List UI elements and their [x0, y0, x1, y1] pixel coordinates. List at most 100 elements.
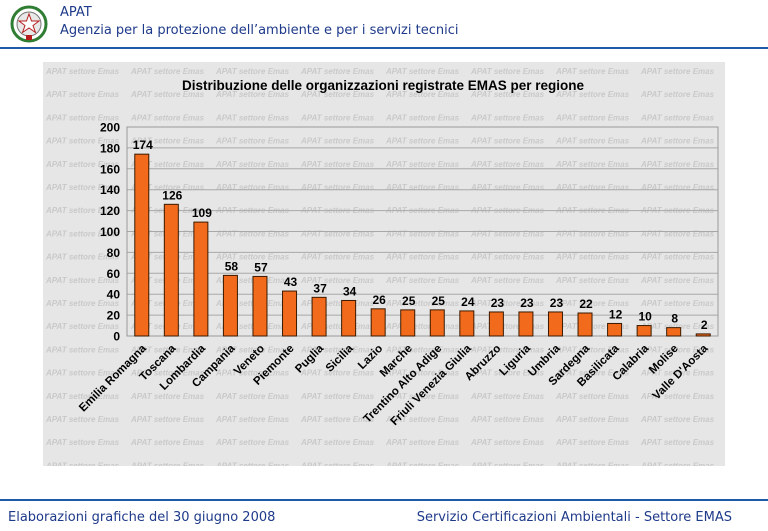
- y-axis-ticks: 0 20 40 60 80 100 120 140 160 180 200: [100, 121, 120, 344]
- watermark-text: APAT settore Emas: [470, 392, 545, 401]
- bar: [252, 275, 268, 337]
- watermark-text: APAT settore Emas: [45, 299, 120, 308]
- watermark-text: APAT settore Emas: [640, 276, 715, 285]
- watermark-text: APAT settore Emas: [640, 461, 715, 466]
- watermark-text: APAT settore Emas: [555, 90, 630, 99]
- header-divider: [0, 47, 768, 49]
- watermark-text: APAT settore Emas: [130, 438, 205, 447]
- y-tick-label: 40: [107, 288, 121, 302]
- watermark-text: APAT settore Emas: [215, 253, 290, 262]
- watermark-text: APAT settore Emas: [385, 345, 460, 354]
- y-tick-label: 180: [100, 141, 120, 155]
- bar-value-label: 57: [254, 260, 268, 274]
- watermark-text: APAT settore Emas: [300, 113, 375, 122]
- watermark-text: APAT settore Emas: [470, 160, 545, 169]
- watermark-text: APAT settore Emas: [385, 299, 460, 308]
- bar-value-label: 37: [313, 281, 327, 295]
- watermark-text: APAT settore Emas: [45, 276, 120, 285]
- watermark-text: APAT settore Emas: [130, 113, 205, 122]
- bar: [370, 308, 386, 337]
- chart-title: Distribuzione delle organizzazioni regis…: [182, 78, 585, 93]
- watermark-text: APAT settore Emas: [300, 461, 375, 466]
- watermark-text: APAT settore Emas: [640, 345, 715, 354]
- watermark-text: APAT settore Emas: [555, 229, 630, 238]
- watermark-text: APAT settore Emas: [300, 438, 375, 447]
- bar-value-label: 25: [432, 294, 446, 308]
- header: APAT Agenzia per la protezione dell’ambi…: [0, 0, 768, 50]
- watermark-text: APAT settore Emas: [470, 183, 545, 192]
- watermark-text: APAT settore Emas: [300, 160, 375, 169]
- watermark-text: APAT settore Emas: [470, 229, 545, 238]
- watermark-text: APAT settore Emas: [470, 299, 545, 308]
- watermark-text: APAT settore Emas: [470, 276, 545, 285]
- watermark-text: APAT settore Emas: [385, 392, 460, 401]
- watermark-text: APAT settore Emas: [385, 67, 460, 76]
- bars: [134, 153, 711, 337]
- watermark-text: APAT settore Emas: [130, 369, 205, 378]
- watermark-text: APAT settore Emas: [385, 253, 460, 262]
- watermark-text: APAT settore Emas: [130, 461, 205, 466]
- bar: [488, 311, 504, 337]
- bar: [607, 322, 623, 337]
- watermark-text: APAT settore Emas: [640, 392, 715, 401]
- bar: [547, 311, 563, 337]
- bar-value-label: 58: [225, 259, 239, 273]
- watermark-text: APAT settore Emas: [555, 113, 630, 122]
- watermark-text: APAT settore Emas: [215, 276, 290, 285]
- watermark-text: APAT settore Emas: [470, 345, 545, 354]
- watermark-text: APAT settore Emas: [470, 137, 545, 146]
- watermark-text: APAT settore Emas: [130, 67, 205, 76]
- watermark-text: APAT settore Emas: [300, 392, 375, 401]
- bar: [695, 333, 711, 337]
- watermark-text: APAT settore Emas: [385, 113, 460, 122]
- bar: [577, 312, 593, 337]
- watermark-text: APAT settore Emas: [215, 322, 290, 331]
- watermark-text: APAT settore Emas: [470, 438, 545, 447]
- watermark-text: APAT settore Emas: [215, 392, 290, 401]
- org-full-name: Agenzia per la protezione dell’ambiente …: [60, 23, 459, 38]
- watermark-text: APAT settore Emas: [45, 392, 120, 401]
- watermark-text: APAT settore Emas: [385, 90, 460, 99]
- watermark-text: APAT settore Emas: [470, 113, 545, 122]
- y-tick-label: 200: [100, 121, 120, 135]
- watermark-text: APAT settore Emas: [130, 345, 205, 354]
- watermark-text: APAT settore Emas: [130, 415, 205, 424]
- bar: [163, 203, 179, 337]
- bar: [636, 325, 652, 337]
- bar-value-label: 25: [402, 294, 416, 308]
- watermark-text: APAT settore Emas: [300, 345, 375, 354]
- watermark-text: APAT settore Emas: [470, 253, 545, 262]
- watermark-text: APAT settore Emas: [555, 415, 630, 424]
- watermark-text: APAT settore Emas: [300, 253, 375, 262]
- watermark-text: APAT settore Emas: [640, 253, 715, 262]
- watermark-text: APAT settore Emas: [215, 160, 290, 169]
- watermark-text: APAT settore Emas: [215, 461, 290, 466]
- watermark-text: APAT settore Emas: [555, 345, 630, 354]
- watermark-text: APAT settore Emas: [300, 67, 375, 76]
- watermark-text: APAT settore Emas: [45, 322, 120, 331]
- watermark-text: APAT settore Emas: [45, 137, 120, 146]
- bar-value-label: 43: [284, 275, 298, 289]
- bar-value-label: 12: [609, 307, 623, 321]
- watermark-text: APAT settore Emas: [300, 369, 375, 378]
- watermark-text: APAT settore Emas: [45, 160, 120, 169]
- bar-value-label: 23: [491, 296, 505, 310]
- watermark-text: APAT settore Emas: [300, 299, 375, 308]
- bar: [518, 311, 534, 337]
- watermark-text: APAT settore Emas: [555, 392, 630, 401]
- watermark-text: APAT settore Emas: [45, 67, 120, 76]
- watermark-text: APAT settore Emas: [385, 438, 460, 447]
- watermark-text: APAT settore Emas: [130, 160, 205, 169]
- bar: [193, 221, 209, 337]
- plot-frame: [126, 126, 719, 337]
- footer-date: Elaborazioni grafiche del 30 giugno 2008: [8, 510, 276, 525]
- watermark-text: APAT settore Emas: [45, 461, 120, 466]
- watermark-text: APAT settore Emas: [300, 415, 375, 424]
- bar: [134, 153, 150, 337]
- bar-value-label: 23: [520, 296, 534, 310]
- watermark-text: APAT settore Emas: [215, 229, 290, 238]
- watermark-text: APAT settore Emas: [640, 322, 715, 331]
- watermark-text: APAT settore Emas: [385, 461, 460, 466]
- watermark-text: APAT settore Emas: [640, 299, 715, 308]
- y-tick-label: 120: [100, 204, 120, 218]
